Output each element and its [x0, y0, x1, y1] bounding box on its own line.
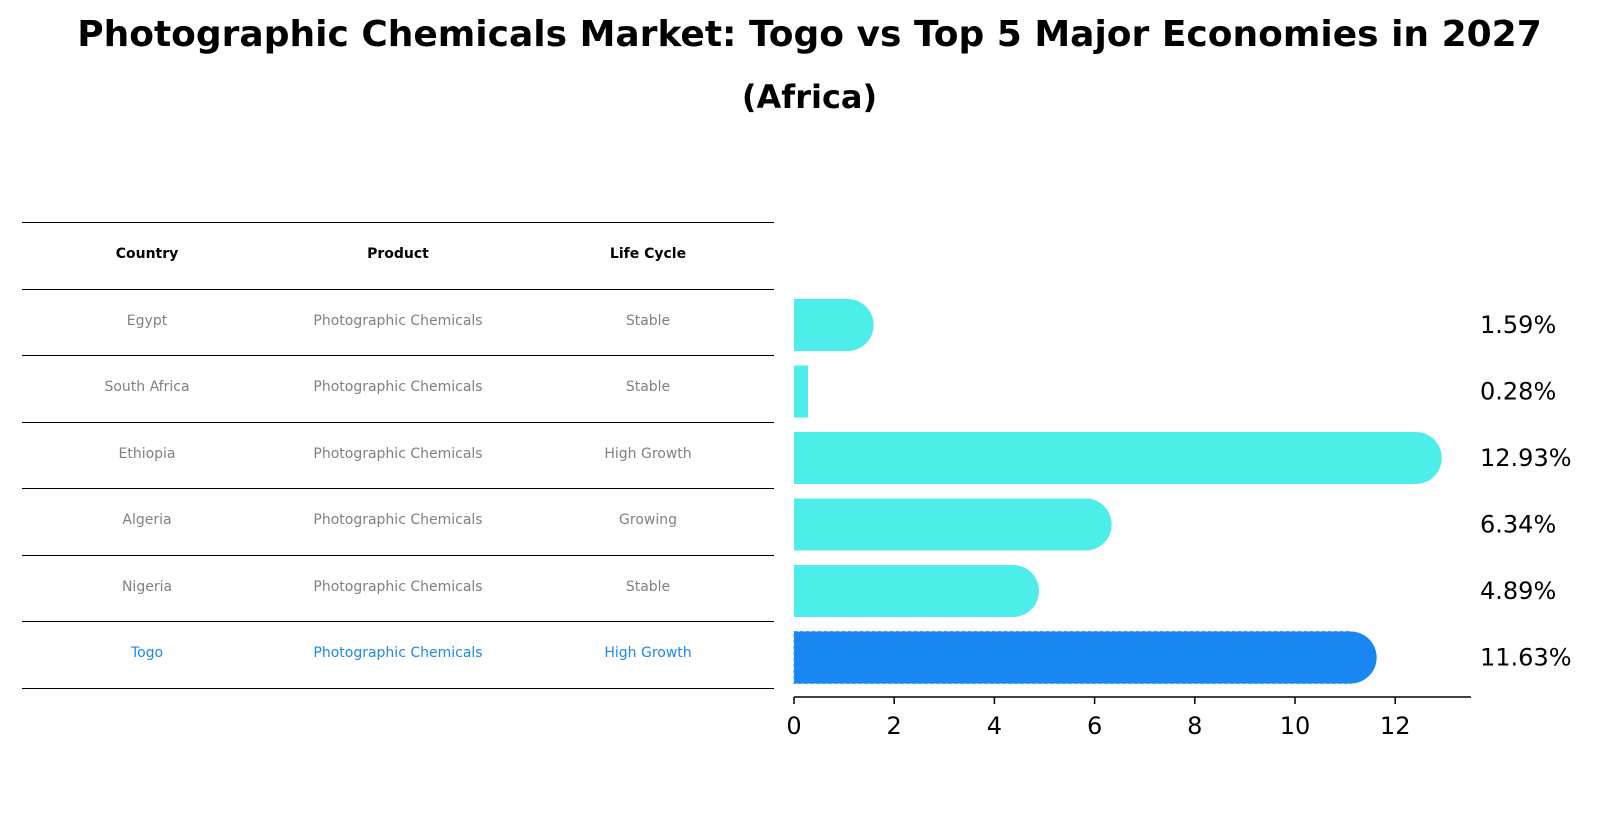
bar-algeria — [794, 498, 1086, 551]
x-tick-label: 4 — [987, 712, 1002, 740]
table-rule — [22, 554, 774, 556]
table-cell: High Growth — [604, 645, 692, 662]
bar-cap-nigeria — [986, 565, 1039, 617]
table-cell: Growing — [619, 512, 677, 529]
bar-cap-egypt — [821, 299, 874, 351]
bar-south-africa — [794, 365, 809, 418]
bar-ethiopia — [794, 432, 1416, 484]
table-rule — [22, 288, 774, 290]
table-rule — [22, 222, 774, 223]
bar-value-label: 0.28% — [1480, 378, 1556, 406]
table-cell: High Growth — [604, 445, 692, 462]
table-rule — [22, 687, 774, 689]
table-cell: South Africa — [104, 379, 190, 396]
table-cell: Photographic Chemicals — [313, 578, 483, 595]
bar-value-label: 1.59% — [1480, 311, 1556, 339]
x-tick-label: 6 — [1087, 712, 1102, 740]
bar-cap-algeria — [1059, 498, 1112, 551]
table-header-product: Product — [367, 246, 429, 263]
table-cell: Photographic Chemicals — [313, 379, 483, 396]
bar-cap-ethiopia — [1389, 432, 1442, 484]
table-cell: Egypt — [126, 312, 168, 329]
table-header-country: Country — [115, 246, 179, 263]
table-cell: Algeria — [122, 512, 172, 529]
x-tick-label: 8 — [1187, 712, 1202, 740]
table-rule — [22, 355, 774, 356]
x-tick-label: 12 — [1380, 712, 1411, 740]
bar-value-label: 6.34% — [1480, 511, 1556, 539]
x-tick-label: 0 — [786, 712, 801, 740]
table-header-life-cycle: Life Cycle — [609, 246, 687, 263]
bar-cap-togo — [1324, 631, 1377, 684]
x-tick-label: 10 — [1280, 712, 1311, 740]
table-rule — [22, 621, 774, 622]
table-cell: Stable — [625, 379, 671, 396]
bar-value-label: 12.93% — [1480, 444, 1572, 472]
table-cell: Togo — [130, 645, 164, 662]
table-rule — [22, 421, 774, 423]
x-tick-label: 2 — [887, 712, 902, 740]
chart-subtitle: (Africa) — [741, 78, 878, 116]
table-rule — [22, 488, 774, 489]
table-cell: Stable — [625, 578, 671, 595]
table-cell: Photographic Chemicals — [313, 445, 483, 462]
bar-togo — [793, 631, 1352, 684]
table-cell: Stable — [625, 312, 671, 329]
bar-value-label: 4.89% — [1480, 577, 1556, 605]
table-cell: Photographic Chemicals — [313, 312, 483, 329]
chart-title: Photographic Chemicals Market: Togo vs T… — [77, 14, 1542, 55]
table-cell: Photographic Chemicals — [313, 512, 483, 529]
table-cell: Nigeria — [121, 578, 173, 595]
bar-nigeria — [794, 565, 1013, 617]
bar-value-label: 11.63% — [1480, 644, 1572, 672]
table-cell: Ethiopia — [118, 445, 176, 462]
table-cell: Photographic Chemicals — [313, 645, 483, 662]
